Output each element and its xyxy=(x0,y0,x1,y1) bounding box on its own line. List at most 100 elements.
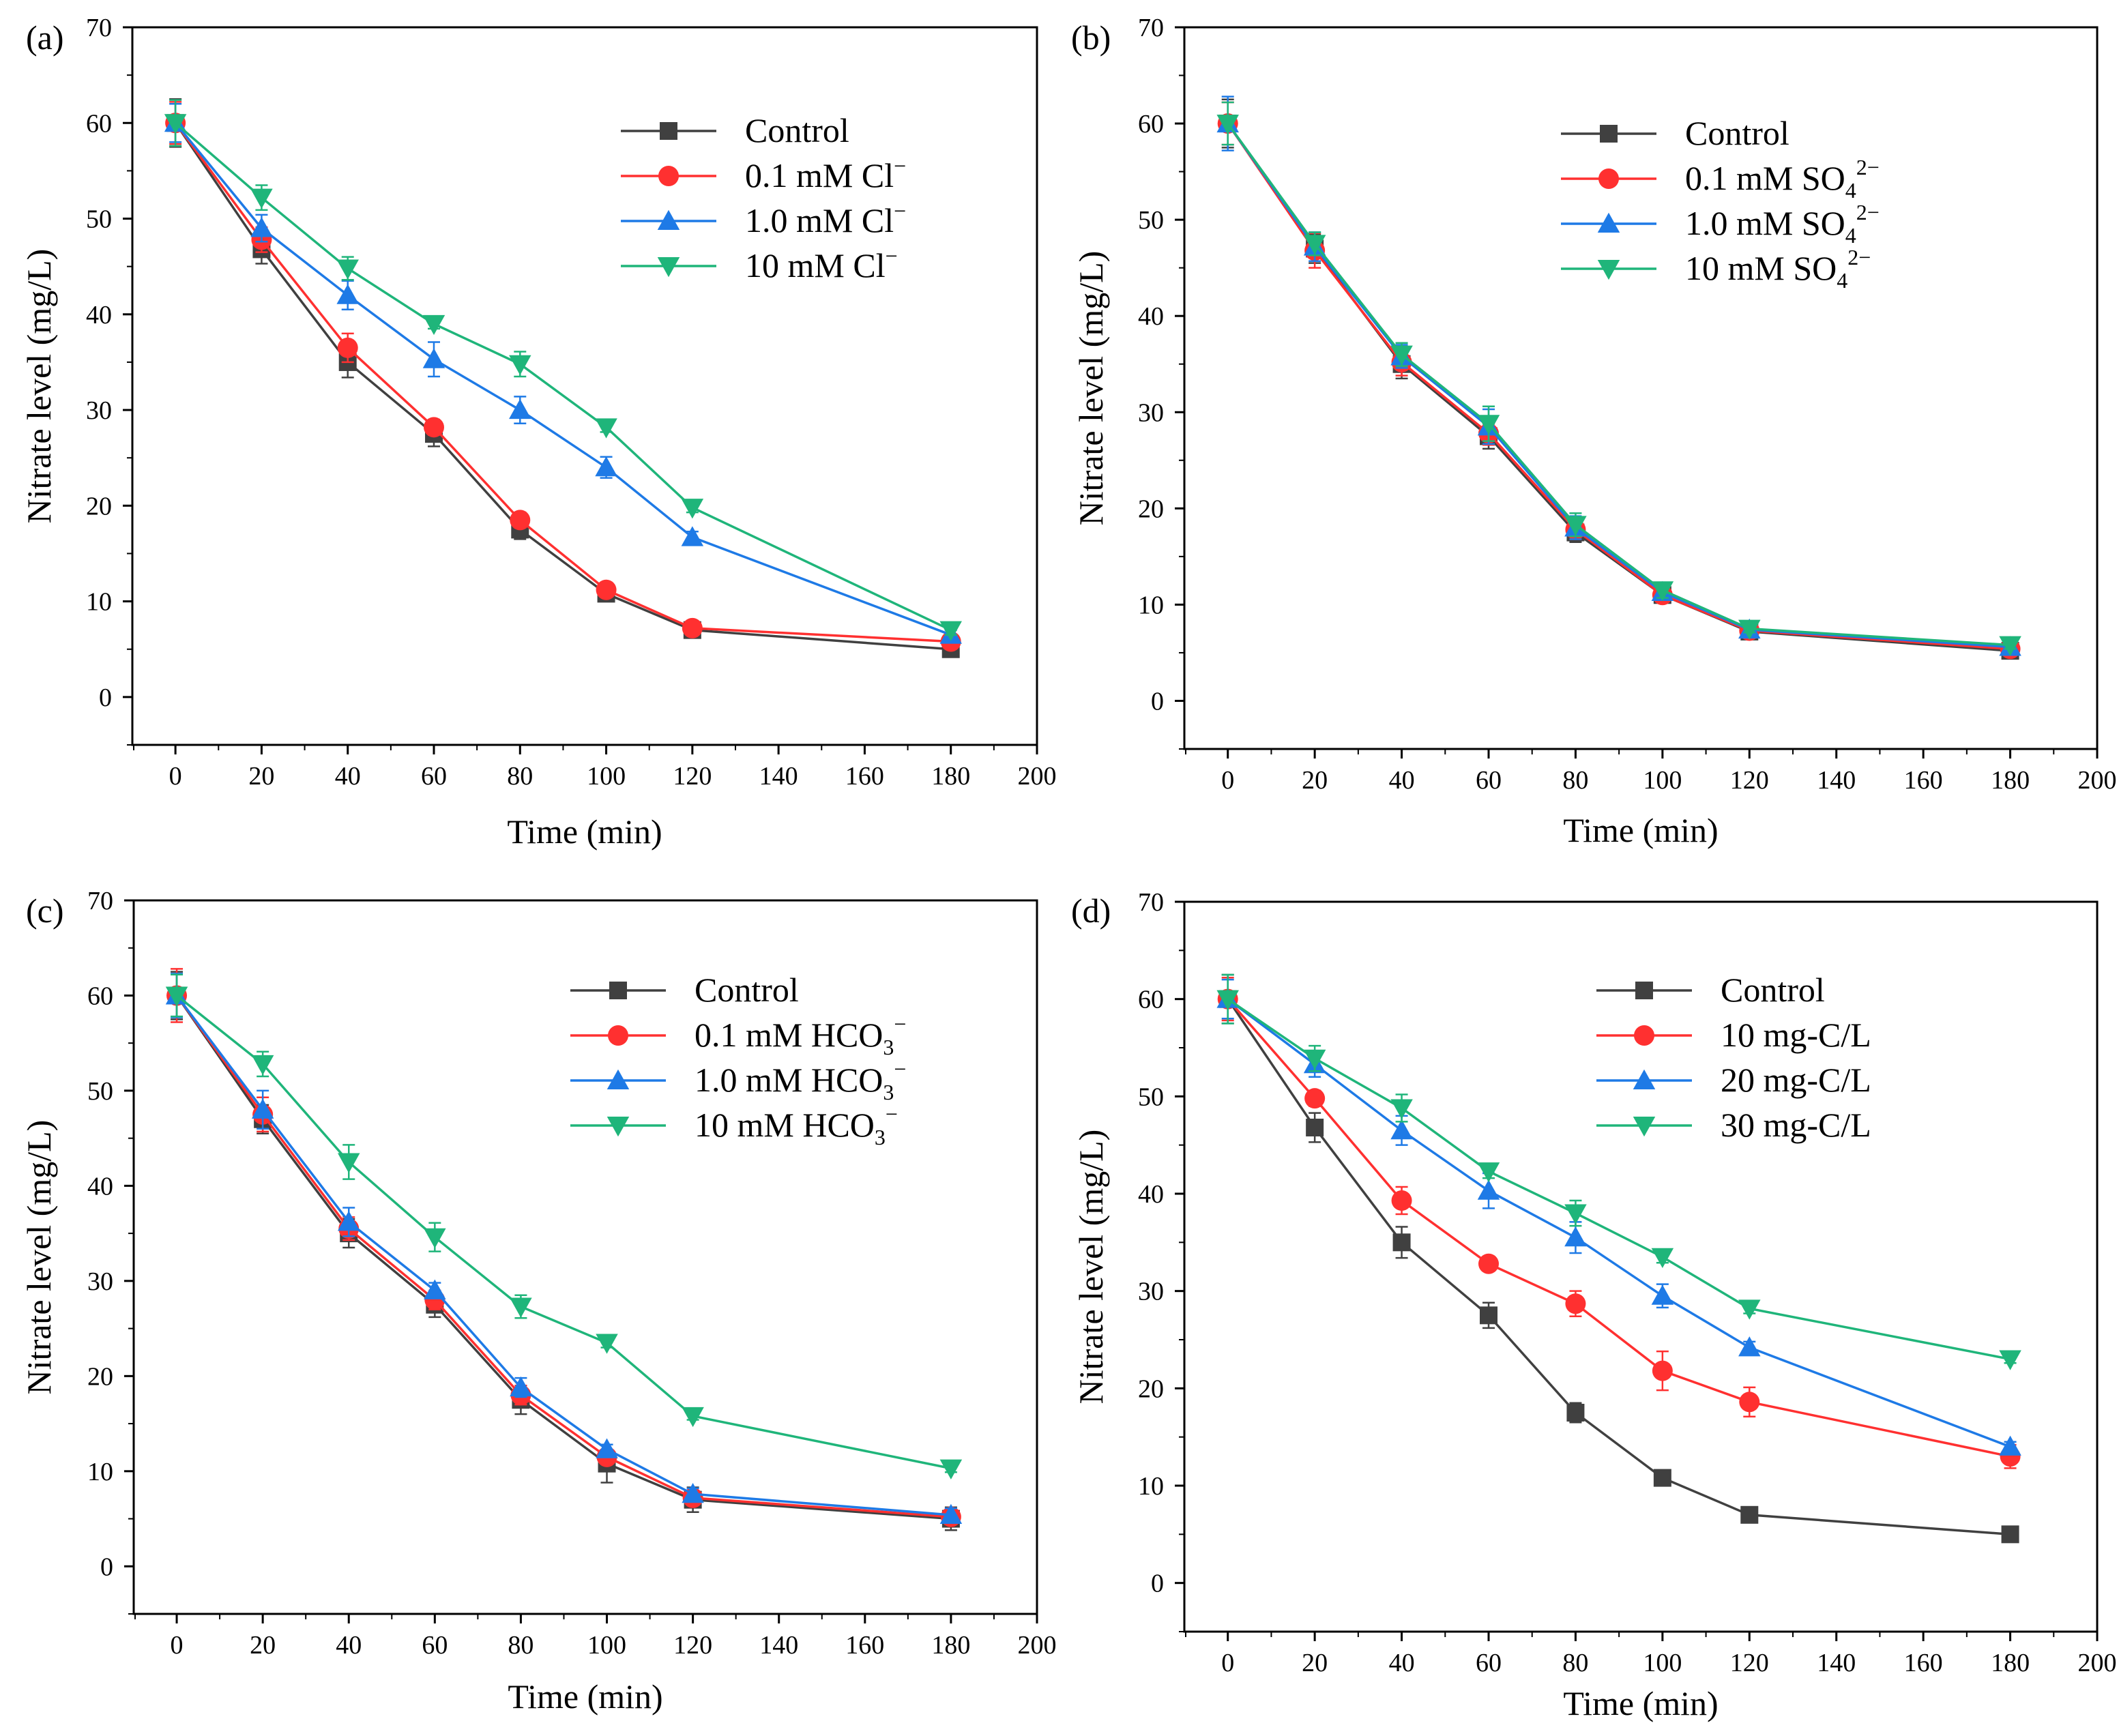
data-point xyxy=(336,284,359,304)
y-axis-label: Nitrate level (mg/L) xyxy=(1072,1130,1110,1404)
data-point xyxy=(1480,1306,1497,1325)
data-point xyxy=(1564,1204,1587,1224)
x-tick-label: 0 xyxy=(169,762,182,791)
series-line xyxy=(1227,123,2011,649)
legend-label: 10 mM Cl− xyxy=(745,244,898,284)
x-tick-label: 200 xyxy=(1018,762,1057,791)
x-tick-label: 180 xyxy=(931,762,970,791)
panel-label: (c) xyxy=(26,892,64,930)
x-tick-label: 180 xyxy=(1991,1649,2030,1677)
legend-label-main: Control xyxy=(1685,114,1789,152)
x-tick-label: 0 xyxy=(1221,1649,1234,1677)
legend-marker xyxy=(1633,1069,1656,1089)
panel-d: 0 20 40 60 80 100 120 140 160 180 200 0 10 20 30 40 50 60… xyxy=(1071,888,2117,1722)
data-point xyxy=(595,418,617,439)
legend-marker xyxy=(1634,1025,1654,1046)
legend-marker xyxy=(607,1069,630,1089)
panel-label: (a) xyxy=(26,18,64,57)
legend-label-main: Control xyxy=(695,971,799,1009)
x-tick-label: 140 xyxy=(1817,766,1856,795)
data-point xyxy=(337,337,358,358)
data-point xyxy=(1565,1293,1586,1314)
x-tick-label: 60 xyxy=(1476,766,1502,795)
y-tick-label: 50 xyxy=(86,205,112,234)
x-tick-label: 200 xyxy=(1018,1631,1057,1660)
x-axis-label: Time (min) xyxy=(508,1677,662,1716)
y-axis-label: Nitrate level (mg/L) xyxy=(1072,251,1110,526)
legend-marker xyxy=(660,122,677,140)
x-tick-label: 200 xyxy=(2078,1649,2117,1677)
x-tick-label: 40 xyxy=(1389,766,1415,795)
legend-marker xyxy=(657,209,680,230)
series-line xyxy=(1227,123,2011,651)
y-tick-label: 30 xyxy=(87,1267,113,1296)
panel-b: 0 20 40 60 80 100 120 140 160 180 200 0 10 20 30 40 50 60… xyxy=(1071,14,2117,849)
x-tick-label: 200 xyxy=(2078,766,2117,795)
legend-label-main: 10 mg-C/L xyxy=(1721,1016,1871,1054)
series-0 xyxy=(1218,973,2019,1544)
data-point xyxy=(1303,1049,1326,1070)
series-2 xyxy=(165,973,963,1524)
data-point xyxy=(1999,1350,2021,1370)
data-point xyxy=(422,348,445,368)
legend-marker xyxy=(1597,212,1620,233)
legend-label-sup: 2− xyxy=(1847,245,1871,269)
data-point xyxy=(1652,1360,1673,1381)
data-point xyxy=(250,188,273,209)
legend-label: 20 mg-C/L xyxy=(1721,1061,1871,1099)
x-tick-label: 160 xyxy=(1904,1649,1943,1677)
plot-frame xyxy=(1183,26,2099,750)
legend-label: Control xyxy=(695,971,799,1009)
series-3 xyxy=(165,973,963,1480)
y-tick-label: 60 xyxy=(1138,110,1164,138)
x-tick-label: 100 xyxy=(587,1631,626,1660)
x-tick-label: 40 xyxy=(336,1631,362,1660)
x-tick-label: 20 xyxy=(1302,766,1328,795)
legend: Control 10 mg-C/L 20 mg-C/L 30 mg-C/L xyxy=(1596,971,1871,1144)
data-point xyxy=(1392,1233,1411,1252)
data-point xyxy=(682,1407,704,1428)
legend-label-main: Control xyxy=(1721,971,1825,1009)
series-line xyxy=(1227,998,2011,1361)
x-tick-label: 140 xyxy=(1817,1649,1856,1677)
series-line xyxy=(1227,123,2011,647)
data-point xyxy=(1306,1118,1324,1136)
series-0 xyxy=(1218,98,2019,660)
plot-frame xyxy=(131,26,1038,746)
legend-label-sub: 3 xyxy=(883,1080,894,1104)
series-3 xyxy=(164,99,962,641)
plot-frame xyxy=(1183,900,2099,1633)
y-tick-label: 0 xyxy=(1151,1570,1164,1598)
series-line xyxy=(175,995,952,1520)
y-tick-label: 10 xyxy=(86,588,112,617)
x-axis-label: Time (min) xyxy=(507,812,662,851)
legend-label-sub: 4 xyxy=(1837,268,1847,293)
data-point xyxy=(422,314,445,336)
legend-label-sub: 4 xyxy=(1845,178,1856,203)
series-2 xyxy=(1216,95,2021,656)
x-axis-label: Time (min) xyxy=(1563,1684,1718,1722)
series-2 xyxy=(164,102,962,644)
x-tick-label: 80 xyxy=(1562,1649,1588,1677)
x-tick-label: 160 xyxy=(845,762,884,791)
legend-label: Control xyxy=(745,111,849,149)
data-point xyxy=(1477,415,1500,435)
legend-label-sup: − xyxy=(894,153,906,178)
y-tick-label: 10 xyxy=(87,1458,113,1486)
y-tick-label: 30 xyxy=(1138,398,1164,427)
data-point xyxy=(251,1098,274,1119)
x-tick-label: 180 xyxy=(1991,766,2030,795)
x-tick-label: 120 xyxy=(673,1631,712,1660)
data-point xyxy=(164,114,187,134)
legend-label-main: 30 mg-C/L xyxy=(1721,1106,1871,1144)
x-tick-label: 160 xyxy=(1904,766,1943,795)
data-point xyxy=(1738,1299,1761,1320)
x-tick-label: 140 xyxy=(759,762,798,791)
x-tick-label: 100 xyxy=(1643,766,1682,795)
y-tick-label: 40 xyxy=(86,301,112,329)
x-tick-label: 20 xyxy=(250,1631,276,1660)
data-point xyxy=(510,1297,532,1318)
data-point xyxy=(596,1334,618,1354)
x-tick-label: 100 xyxy=(587,762,626,791)
